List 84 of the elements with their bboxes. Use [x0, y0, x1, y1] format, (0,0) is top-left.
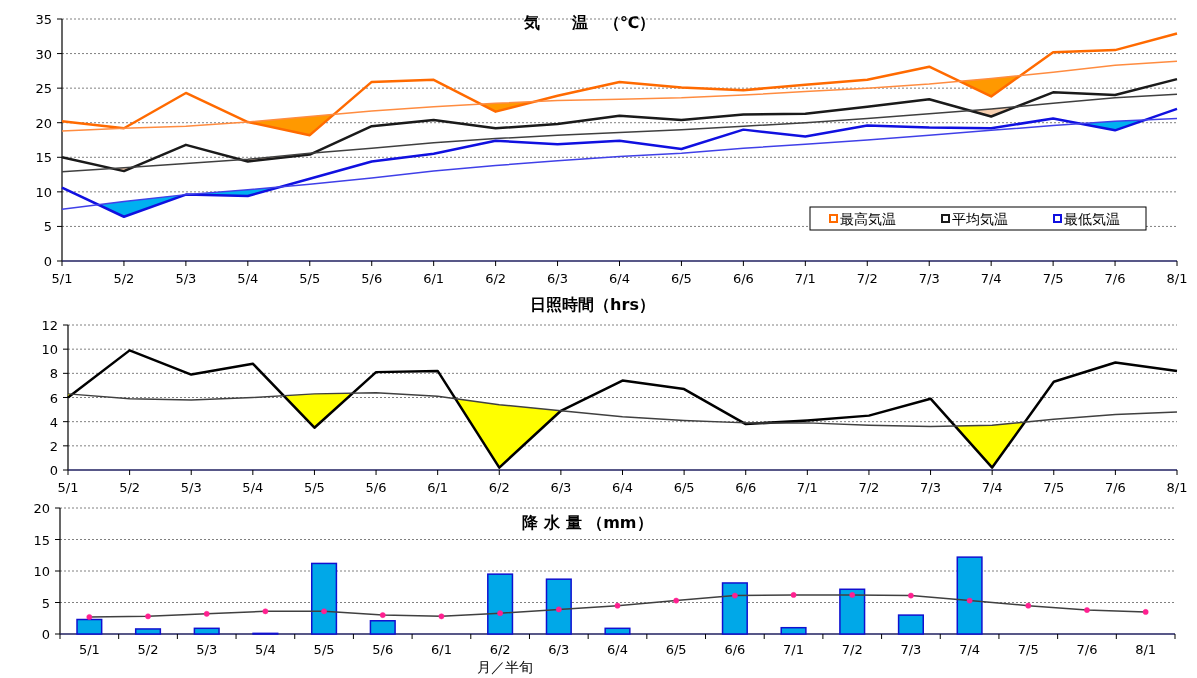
x-tick-label: 6/6	[732, 271, 754, 286]
x-tick-label: 6/4	[607, 642, 628, 657]
x-tick-label: 6/1	[427, 480, 449, 495]
x-tick-label: 5/5	[313, 642, 335, 657]
x-tick-label: 7/6	[1104, 271, 1126, 286]
x-tick-label: 7/2	[841, 642, 863, 657]
x-tick-label: 8/1	[1166, 480, 1188, 495]
x-tick-label: 5/6	[365, 480, 387, 495]
x-tick-label: 6/5	[665, 642, 687, 657]
y-tick-label: 0	[41, 627, 50, 642]
x-tick-label: 7/1	[796, 480, 818, 495]
y-tick-label: 20	[33, 501, 50, 516]
x-tick-label: 6/6	[735, 480, 757, 495]
y-tick-label: 15	[33, 532, 50, 548]
x-tick-label: 5/4	[242, 480, 264, 495]
x-tick-label: 8/1	[1135, 642, 1157, 657]
legend-label: 最低気温	[1064, 211, 1120, 227]
y-tick-label: 5	[43, 219, 52, 235]
x-tick-label: 8/1	[1166, 271, 1188, 286]
x-tick-label: 7/2	[858, 480, 880, 495]
y-tick-label: 0	[43, 254, 52, 269]
x-tick-label: 5/2	[113, 271, 135, 286]
y-tick-label: 25	[35, 81, 52, 97]
x-tick-label: 5/3	[175, 271, 197, 286]
x-tick-label: 6/6	[724, 642, 746, 657]
x-tick-label: 5/6	[361, 271, 383, 286]
y-tick-label: 15	[35, 150, 52, 166]
x-tick-label: 6/1	[423, 271, 445, 286]
x-tick-label: 7/4	[981, 480, 1003, 495]
x-tick-label: 7/5	[1043, 480, 1065, 495]
y-tick-label: 10	[35, 184, 52, 200]
y-tick-label: 6	[49, 390, 58, 406]
x-tick-label: 7/1	[783, 642, 805, 657]
x-tick-label: 5/1	[78, 642, 100, 657]
chart-title: 降 水 量 （mm）	[522, 513, 653, 532]
chart-title: 気 温 （℃）	[522, 13, 656, 32]
y-tick-label: 4	[49, 414, 58, 430]
x-tick-label: 7/6	[1076, 642, 1098, 657]
x-tick-label: 5/2	[119, 480, 141, 495]
x-tick-label: 7/1	[794, 271, 816, 286]
x-tick-label: 7/4	[959, 642, 981, 657]
x-tick-label: 7/5	[1017, 642, 1039, 657]
x-tick-label: 5/2	[137, 642, 159, 657]
y-tick-label: 30	[35, 46, 52, 62]
x-tick-label: 5/1	[51, 271, 73, 286]
y-tick-label: 5	[41, 595, 50, 611]
y-tick-label: 2	[49, 438, 58, 454]
y-tick-label: 0	[49, 463, 58, 478]
x-tick-label: 6/3	[548, 642, 570, 657]
x-tick-label: 5/4	[237, 271, 259, 286]
x-tick-label: 6/3	[550, 480, 572, 495]
x-tick-label: 7/3	[920, 480, 942, 495]
x-tick-label: 5/5	[303, 480, 325, 495]
y-tick-label: 10	[41, 342, 58, 358]
x-tick-label: 7/4	[980, 271, 1002, 286]
x-tick-label: 7/3	[918, 271, 940, 286]
x-tick-label: 6/4	[612, 480, 633, 495]
x-tick-label: 5/3	[196, 642, 218, 657]
x-tick-label: 6/2	[488, 480, 510, 495]
x-tick-label: 6/5	[670, 271, 692, 286]
y-tick-label: 20	[35, 115, 52, 131]
x-tick-label: 6/1	[430, 642, 452, 657]
x-axis-title: 月／半旬	[477, 659, 533, 675]
x-tick-label: 7/2	[856, 271, 878, 286]
x-tick-label: 5/6	[372, 642, 394, 657]
x-tick-label: 6/5	[673, 480, 695, 495]
y-tick-label: 10	[33, 564, 50, 579]
x-tick-label: 5/1	[57, 480, 79, 495]
x-tick-label: 7/5	[1042, 271, 1064, 286]
x-tick-label: 5/5	[299, 271, 321, 286]
y-tick-label: 8	[49, 366, 58, 382]
x-tick-label: 6/2	[489, 642, 511, 657]
x-tick-label: 5/3	[180, 480, 202, 495]
x-tick-label: 6/4	[609, 271, 630, 286]
x-tick-label: 7/3	[900, 642, 922, 657]
x-tick-label: 7/6	[1104, 480, 1126, 495]
y-tick-label: 12	[41, 318, 58, 333]
y-tick-label: 35	[35, 12, 52, 27]
x-tick-label: 6/2	[485, 271, 507, 286]
x-tick-label: 6/3	[547, 271, 569, 286]
legend-label: 平均気温	[952, 211, 1008, 227]
legend-label: 最高気温	[840, 211, 896, 227]
chart-title: 日照時間（hrs）	[530, 295, 655, 314]
x-tick-label: 5/4	[254, 642, 276, 657]
